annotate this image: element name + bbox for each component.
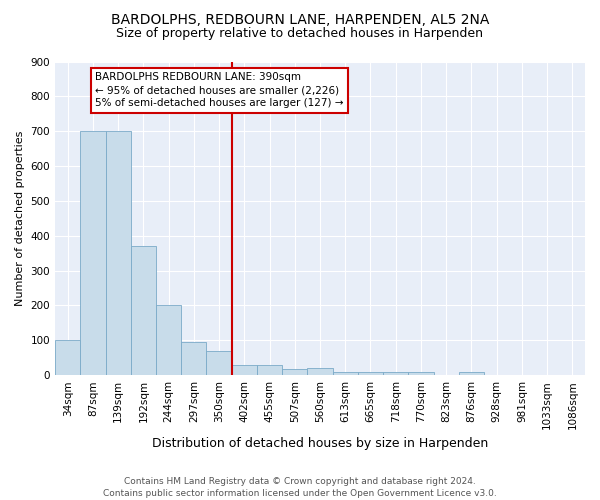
Bar [358, 372, 383, 375]
Bar [307, 368, 332, 375]
Bar [131, 246, 156, 375]
Bar [282, 369, 307, 375]
Bar [409, 372, 434, 375]
Text: BARDOLPHS, REDBOURN LANE, HARPENDEN, AL5 2NA: BARDOLPHS, REDBOURN LANE, HARPENDEN, AL5… [111, 12, 489, 26]
Text: BARDOLPHS REDBOURN LANE: 390sqm
← 95% of detached houses are smaller (2,226)
5% : BARDOLPHS REDBOURN LANE: 390sqm ← 95% of… [95, 72, 344, 108]
Text: Contains HM Land Registry data © Crown copyright and database right 2024.
Contai: Contains HM Land Registry data © Crown c… [103, 476, 497, 498]
Bar [232, 364, 257, 375]
Bar [459, 372, 484, 375]
Y-axis label: Number of detached properties: Number of detached properties [15, 130, 25, 306]
Bar [206, 351, 232, 375]
Bar [332, 372, 358, 375]
Bar [55, 340, 80, 375]
Bar [383, 372, 409, 375]
Bar [156, 306, 181, 375]
Bar [257, 364, 282, 375]
Bar [106, 131, 131, 375]
Bar [181, 342, 206, 375]
Text: Size of property relative to detached houses in Harpenden: Size of property relative to detached ho… [116, 28, 484, 40]
X-axis label: Distribution of detached houses by size in Harpenden: Distribution of detached houses by size … [152, 437, 488, 450]
Bar [80, 131, 106, 375]
